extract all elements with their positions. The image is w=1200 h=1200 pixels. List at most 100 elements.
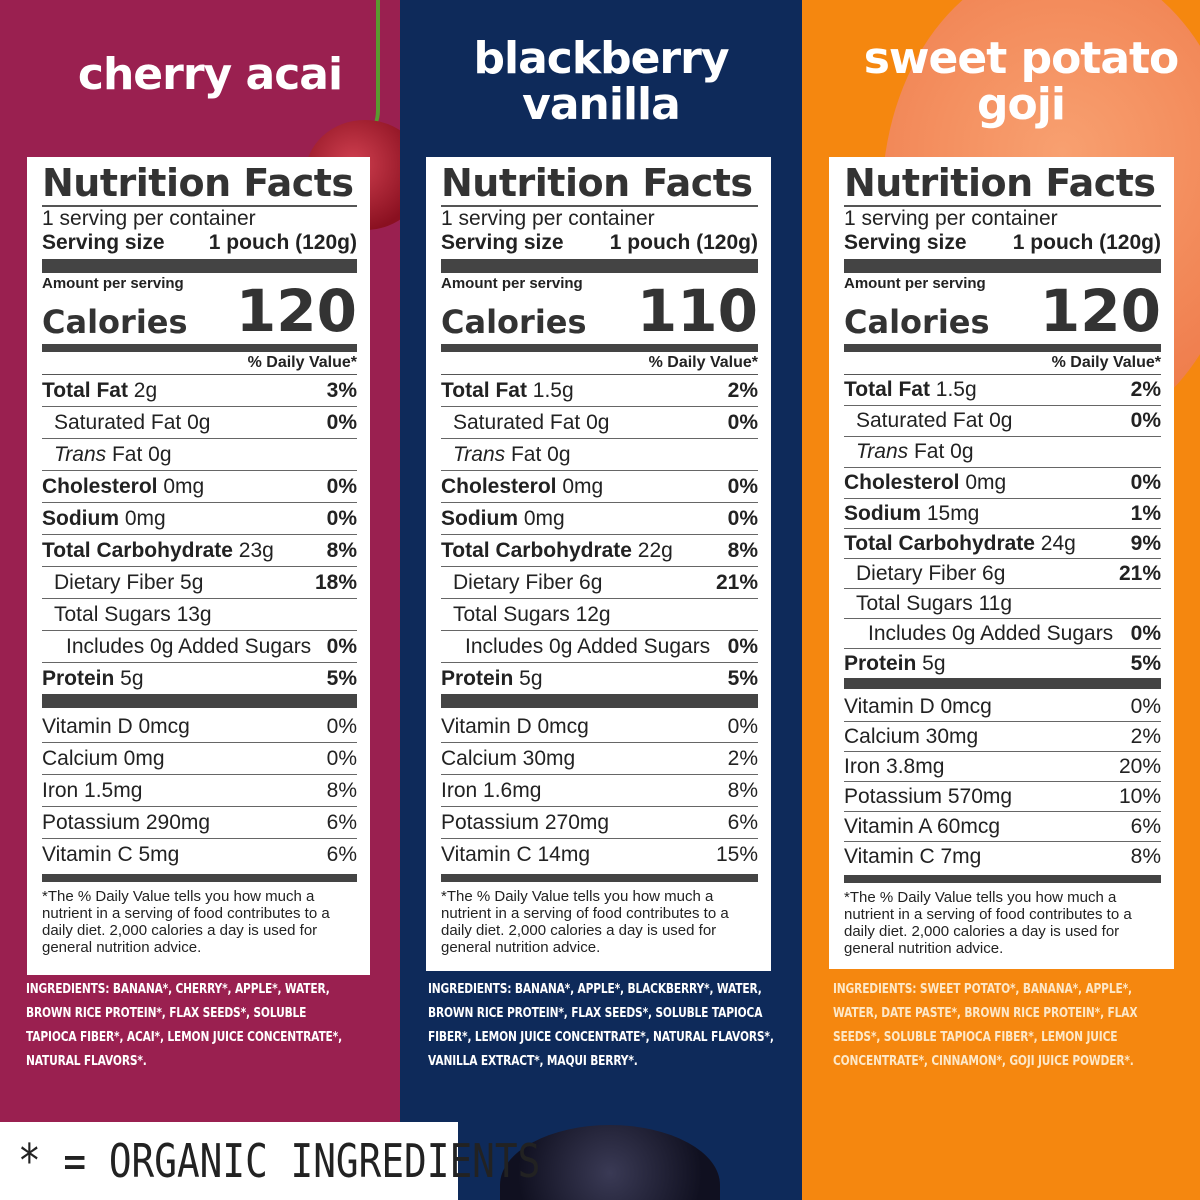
nutrient-row: Protein 5g 5%	[441, 667, 758, 690]
vitamin-row: Vitamin D 0mcg 0%	[844, 692, 1161, 722]
servings-per-container: 1 serving per container	[441, 207, 655, 230]
serving-size-label: Serving size	[42, 231, 165, 254]
vitamin-row: Vitamin D 0mcg 0%	[441, 711, 758, 743]
panel-blackberry-vanilla: blackberry vanilla Nutrition Facts 1 serv…	[400, 0, 802, 1200]
vitamin-row: Vitamin D 0mcg 0%	[42, 711, 357, 743]
nutrient-row: Includes 0g Added Sugars 0%	[441, 631, 758, 663]
vitamin-row: Potassium 570mg 10%	[844, 782, 1161, 812]
label-title: Nutrition Facts	[441, 161, 758, 207]
daily-value-header: % Daily Value*	[441, 352, 758, 375]
divider-medium	[42, 344, 357, 352]
nutrient-row: Protein 5g 5%	[844, 652, 1161, 675]
vitamin-row: Iron 1.5mg 8%	[42, 775, 357, 807]
nutrient-row: Total Sugars 12g	[441, 599, 758, 631]
calories-label: Calories	[844, 303, 990, 341]
divider-thick	[42, 259, 357, 273]
divider-thick	[844, 259, 1161, 273]
nutrient-row: Cholesterol 0mg 0%	[844, 468, 1161, 499]
serving-size-value: 1 pouch (120g)	[1012, 231, 1161, 254]
vitamin-row: Iron 3.8mg 20%	[844, 752, 1161, 782]
nutrition-label: Nutrition Facts 1 serving per container …	[426, 157, 771, 971]
nutrient-row: Trans Fat 0g	[441, 439, 758, 471]
nutrient-row: Total Sugars 13g	[42, 599, 357, 631]
vitamin-row: Vitamin A 60mcg 6%	[844, 812, 1161, 842]
nutrient-row: Saturated Fat 0g 0%	[844, 406, 1161, 437]
vitamin-row: Calcium 30mg 2%	[844, 722, 1161, 752]
vitamin-row: Potassium 270mg 6%	[441, 807, 758, 839]
calories-value: 110	[636, 277, 758, 345]
nutrient-row: Total Sugars 11g	[844, 589, 1161, 619]
nutrient-row: Includes 0g Added Sugars 0%	[42, 631, 357, 663]
nutrient-row: Sodium 15mg 1%	[844, 499, 1161, 529]
nutrition-label: Nutrition Facts 1 serving per container …	[27, 157, 370, 975]
vitamin-row: Iron 1.6mg 8%	[441, 775, 758, 807]
nutrient-row: Includes 0g Added Sugars 0%	[844, 619, 1161, 649]
ingredients-list: INGREDIENTS: BANANA*, CHERRY*, APPLE*, W…	[26, 982, 342, 1069]
divider-medium	[441, 344, 758, 352]
divider-thick	[441, 694, 758, 708]
nutrient-row: Cholesterol 0mg 0%	[441, 471, 758, 503]
nutrient-row: Saturated Fat 0g 0%	[441, 407, 758, 439]
divider-thick	[441, 259, 758, 273]
divider-medium	[844, 344, 1161, 352]
ingredients-list: INGREDIENTS: SWEET POTATO*, BANANA*, APP…	[833, 982, 1138, 1069]
serving-size-label: Serving size	[844, 231, 967, 254]
divider-medium	[844, 875, 1161, 883]
nutrient-row: Saturated Fat 0g 0%	[42, 407, 357, 439]
nutrient-row: Total Fat 2g 3%	[42, 375, 357, 407]
flavor-title: blackberry vanilla	[473, 33, 729, 130]
nutrient-row: Total Carbohydrate 23g 8%	[42, 535, 357, 567]
serving-size-label: Serving size	[441, 231, 564, 254]
vitamin-row: Vitamin C 7mg 8%	[844, 845, 1161, 868]
serving-size-value: 1 pouch (120g)	[609, 231, 758, 254]
label-title: Nutrition Facts	[42, 161, 357, 207]
calories-row: Calories 120	[844, 282, 1161, 341]
cherry-stem-image	[340, 0, 380, 150]
divider-thick	[42, 694, 357, 708]
daily-value-header: % Daily Value*	[42, 352, 357, 375]
vitamin-row: Calcium 30mg 2%	[441, 743, 758, 775]
serving-size-value: 1 pouch (120g)	[208, 231, 357, 254]
serving-size-row: Serving size 1 pouch (120g)	[441, 231, 758, 255]
daily-value-header: % Daily Value*	[844, 352, 1161, 375]
divider-medium	[42, 874, 357, 882]
nutrient-row: Dietary Fiber 6g 21%	[441, 567, 758, 599]
label-title: Nutrition Facts	[844, 161, 1161, 207]
calories-value: 120	[1039, 277, 1161, 345]
amount-per-serving: Amount per serving	[844, 275, 986, 292]
panel-sweet-potato-goji: sweet potato goji Nutrition Facts 1 servi…	[802, 0, 1200, 1200]
nutrient-row: Sodium 0mg 0%	[42, 503, 357, 535]
nutrient-row: Total Fat 1.5g 2%	[844, 375, 1161, 406]
calories-label: Calories	[42, 303, 188, 341]
nutrient-row: Trans Fat 0g	[844, 437, 1161, 468]
amount-per-serving: Amount per serving	[441, 275, 583, 292]
nutrient-row: Total Carbohydrate 24g 9%	[844, 529, 1161, 559]
vitamin-row: Calcium 0mg 0%	[42, 743, 357, 775]
nutrient-row: Dietary Fiber 5g 18%	[42, 567, 357, 599]
ingredients-list: INGREDIENTS: BANANA*, APPLE*, BLACKBERRY…	[428, 982, 774, 1069]
flavor-title: cherry acai	[77, 49, 343, 100]
servings-per-container: 1 serving per container	[42, 207, 256, 230]
panel-cherry-acai: cherry acai Nutrition Facts 1 serving pe…	[0, 0, 400, 1200]
servings-per-container: 1 serving per container	[844, 207, 1058, 230]
nutrient-row: Cholesterol 0mg 0%	[42, 471, 357, 503]
nutrient-row: Total Carbohydrate 22g 8%	[441, 535, 758, 567]
serving-size-row: Serving size 1 pouch (120g)	[42, 231, 357, 255]
vitamin-row: Vitamin C 5mg 6%	[42, 843, 357, 866]
calories-row: Calories 120	[42, 282, 357, 341]
vitamin-row: Potassium 290mg 6%	[42, 807, 357, 839]
calories-value: 120	[235, 277, 357, 345]
organic-ingredients-note: * = ORGANIC INGREDIENTS	[0, 1122, 540, 1200]
flavor-title: sweet potato goji	[863, 33, 1180, 130]
amount-per-serving: Amount per serving	[42, 275, 184, 292]
nutrient-row: Sodium 0mg 0%	[441, 503, 758, 535]
nutrient-row: Trans Fat 0g	[42, 439, 357, 471]
calories-label: Calories	[441, 303, 587, 341]
vitamin-row: Vitamin C 14mg 15%	[441, 843, 758, 866]
nutrient-row: Protein 5g 5%	[42, 667, 357, 690]
divider-medium	[441, 874, 758, 882]
